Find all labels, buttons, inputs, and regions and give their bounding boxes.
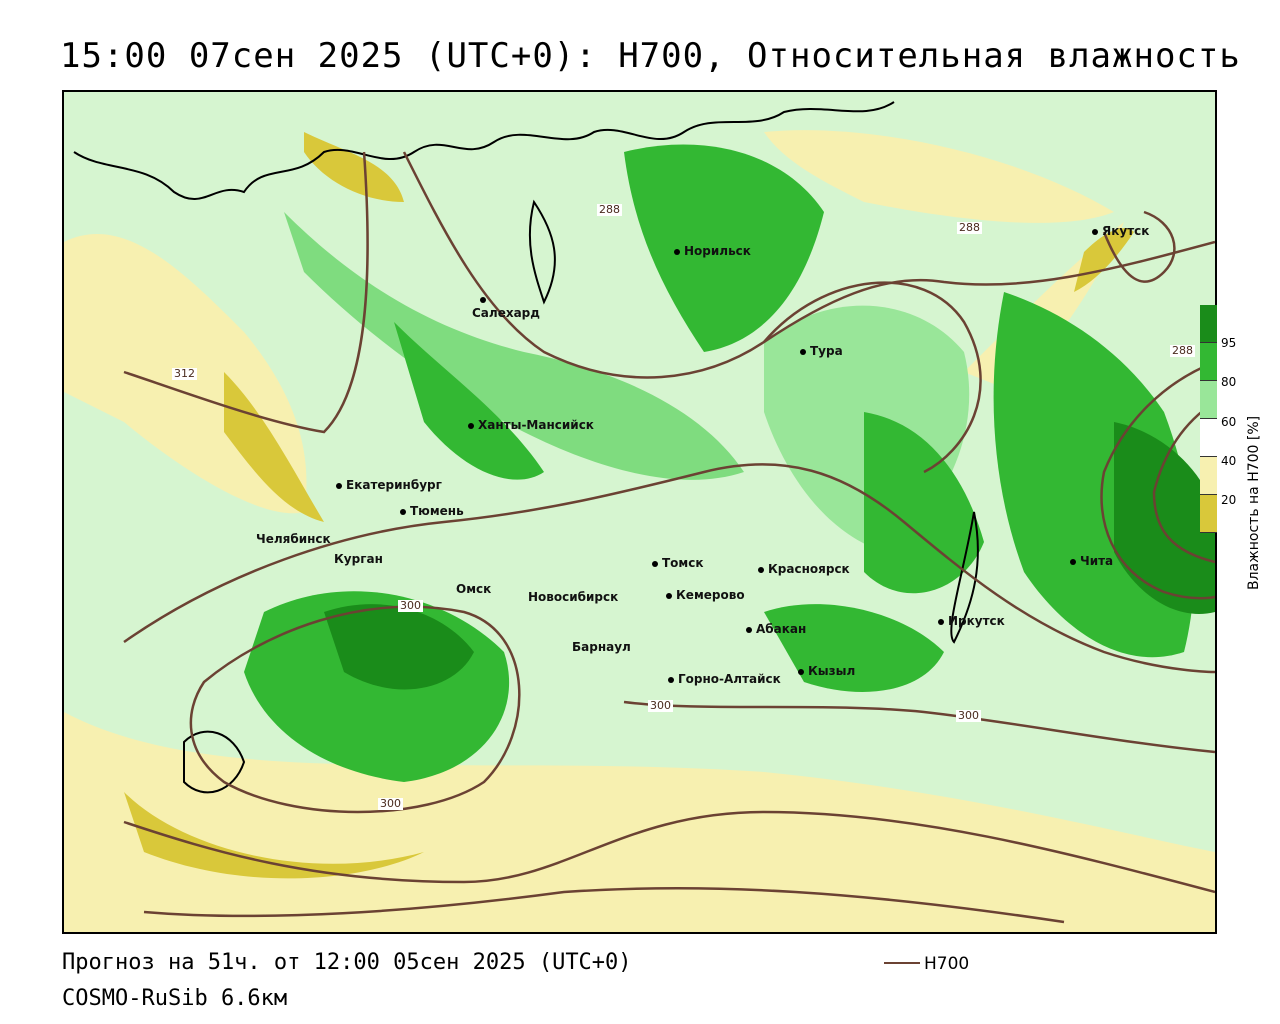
- contour-label: 312: [172, 367, 197, 380]
- cb-tick: 80: [1221, 375, 1237, 389]
- city-label: Новосибирск: [528, 590, 619, 604]
- city-dot: [800, 348, 806, 355]
- contour-south-b: [143, 887, 1065, 924]
- very-wet-taymyr: [624, 144, 824, 352]
- cb-wet: [1200, 343, 1217, 381]
- city-dot: [674, 248, 680, 255]
- city-marker: Томск: [652, 556, 704, 570]
- very-wet-sayan: [764, 604, 944, 692]
- contour-label: 288: [957, 221, 982, 234]
- cb-tick: 95: [1221, 336, 1237, 350]
- city-marker: Якутск: [1092, 224, 1149, 238]
- h700-legend-label: H700: [924, 954, 970, 974]
- weather-map[interactable]: 288 288 288 312 300 300 300 300 Якутск Н…: [62, 90, 1217, 934]
- very-wet-chita: [1114, 422, 1215, 614]
- h700-legend-swatch: [884, 962, 920, 964]
- city-marker: Ханты-Мансийск: [468, 418, 594, 432]
- city-label: Барнаул: [572, 640, 631, 654]
- city-dot: [468, 422, 474, 429]
- arctic-coastline: [73, 101, 895, 200]
- contour-288-c: [1102, 210, 1176, 283]
- contour-312: [123, 151, 369, 434]
- cb-moist: [1200, 381, 1217, 419]
- humidity-colorbar: [1200, 305, 1217, 533]
- cb-neutral: [1200, 419, 1217, 457]
- city-marker: Екатеринбург: [336, 478, 442, 492]
- map-title: 15:00 07сен 2025 (UTC+0): H700, Относите…: [60, 36, 1241, 76]
- city-dot: [400, 508, 406, 515]
- very-dry-area-west: [224, 372, 324, 522]
- contour-288-b: [763, 281, 982, 474]
- city-dot: [938, 618, 944, 625]
- contour-300-b: [189, 605, 521, 814]
- lake-baikal: [950, 511, 979, 644]
- city-marker: Красноярск: [758, 562, 850, 576]
- contour-300-a: [123, 463, 1215, 674]
- wet-band-north: [284, 212, 744, 480]
- city-marker: Горно-Алтайск: [668, 672, 781, 686]
- contour-300-c: [623, 700, 1215, 754]
- city-marker: Абакан: [746, 622, 806, 636]
- colorbar-title: Влажность на H700 [%]: [1246, 415, 1262, 590]
- city-label: Омск: [456, 582, 492, 596]
- contour-288-d: [1100, 360, 1215, 600]
- very-wet-salekhard: [394, 322, 544, 480]
- contour-label: 300: [398, 599, 423, 612]
- contour-south-a: [123, 810, 1215, 894]
- city-marker: Кызыл: [798, 664, 855, 678]
- forecast-info: Прогноз на 51ч. от 12:00 05сен 2025 (UTC…: [62, 950, 632, 975]
- contour-288-e: [1152, 400, 1215, 564]
- city-dot: [1070, 558, 1076, 565]
- humidity-field: [64, 92, 1215, 932]
- very-wet-central: [864, 412, 984, 594]
- city-marker: Тюмень: [400, 504, 464, 518]
- city-marker: Норильск: [674, 244, 751, 258]
- city-label: Салехард: [472, 306, 540, 320]
- city-dot: [668, 676, 674, 683]
- contour-label: 288: [1170, 344, 1195, 357]
- city-label: Челябинск: [256, 532, 331, 546]
- dry-area-northeast: [764, 130, 1114, 223]
- contour-label: 288: [597, 203, 622, 216]
- city-dot: [1092, 228, 1098, 235]
- city-dot: [480, 296, 486, 303]
- cb-dry: [1200, 457, 1217, 495]
- cb-very-wet: [1200, 305, 1217, 343]
- cb-tick: 20: [1221, 493, 1237, 507]
- very-dry-area-north: [304, 132, 404, 202]
- lake-balkhash: [183, 730, 246, 794]
- yamal-peninsula: [528, 199, 556, 305]
- city-marker: Иркутск: [938, 614, 1005, 628]
- model-name: COSMO-RuSib 6.6км: [62, 986, 288, 1011]
- city-dot: [746, 626, 752, 633]
- city-dot: [798, 668, 804, 675]
- city-marker: Чита: [1070, 554, 1113, 568]
- very-dry-area-east: [1074, 228, 1134, 292]
- city-marker: Кемерово: [666, 588, 745, 602]
- contour-label: 300: [956, 709, 981, 722]
- cb-tick: 60: [1221, 415, 1237, 429]
- city-marker: [480, 292, 490, 306]
- cb-tick: 40: [1221, 454, 1237, 468]
- h700-contours: [123, 151, 1215, 924]
- city-marker: Тура: [800, 344, 843, 358]
- very-dry-area-south: [124, 792, 424, 879]
- contour-label: 300: [648, 699, 673, 712]
- cb-very-dry: [1200, 495, 1217, 533]
- city-dot: [666, 592, 672, 599]
- very-wet-core-kz: [324, 604, 474, 690]
- contour-label: 300: [378, 797, 403, 810]
- city-dot: [336, 482, 342, 489]
- city-dot: [758, 566, 764, 573]
- city-dot: [652, 560, 658, 567]
- city-label: Курган: [334, 552, 383, 566]
